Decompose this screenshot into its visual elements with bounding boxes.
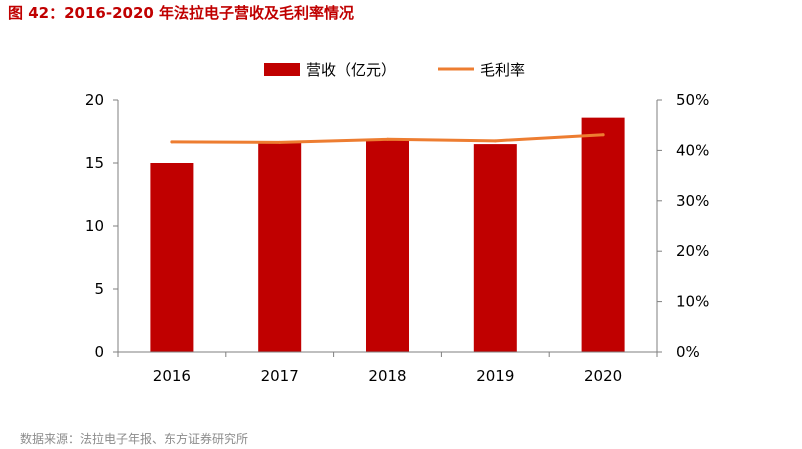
right-y-tick-label: 40% [676, 141, 709, 159]
legend-bar-swatch [264, 63, 300, 76]
axes: 0 5 10 15 20 0% 10% 20% 30% 40% 50% 2016 2017 2018 201… [85, 91, 709, 385]
left-y-tick-label: 10 [85, 217, 104, 235]
left-y-tick-label: 15 [85, 154, 104, 172]
legend-line-label: 毛利率 [480, 61, 525, 79]
margin-line [170, 133, 605, 144]
x-tick-label: 2016 [153, 367, 191, 385]
right-y-tick-label: 20% [676, 242, 709, 260]
left-y-tick-label: 5 [94, 280, 104, 298]
legend-bar-label: 营收（亿元） [306, 61, 396, 79]
revenue-bar-2020 [581, 117, 625, 352]
left-y-tick-label: 0 [94, 343, 104, 361]
figure-title: 图 42：2016-2020 年法拉电子营收及毛利率情况 [8, 4, 355, 22]
margin-point-2017 [278, 140, 282, 144]
revenue-bar-2019 [473, 144, 517, 352]
right-y-tick-label: 30% [676, 192, 709, 210]
left-y-tick-label: 20 [85, 91, 104, 109]
margin-point-2018 [386, 137, 389, 141]
bars [150, 117, 625, 352]
revenue-bar-2018 [366, 139, 409, 352]
right-y-tick-label: 10% [676, 293, 709, 311]
margin-point-2016 [170, 140, 174, 144]
legend: 营收（亿元） 毛利率 [264, 61, 525, 79]
right-y-tick-label: 0% [676, 343, 700, 361]
right-y-tick-label: 50% [676, 91, 709, 109]
x-tick-label: 2020 [584, 367, 622, 385]
revenue-bar-2017 [258, 142, 302, 352]
x-tick-label: 2017 [261, 367, 299, 385]
figure-source: 数据来源：法拉电子年报、东方证券研究所 [20, 432, 249, 446]
x-tick-label: 2019 [476, 367, 514, 385]
x-tick-label: 2018 [368, 367, 406, 385]
margin-point-2019 [493, 139, 497, 143]
margin-point-2020 [601, 133, 605, 137]
revenue-bar-2016 [150, 163, 194, 352]
